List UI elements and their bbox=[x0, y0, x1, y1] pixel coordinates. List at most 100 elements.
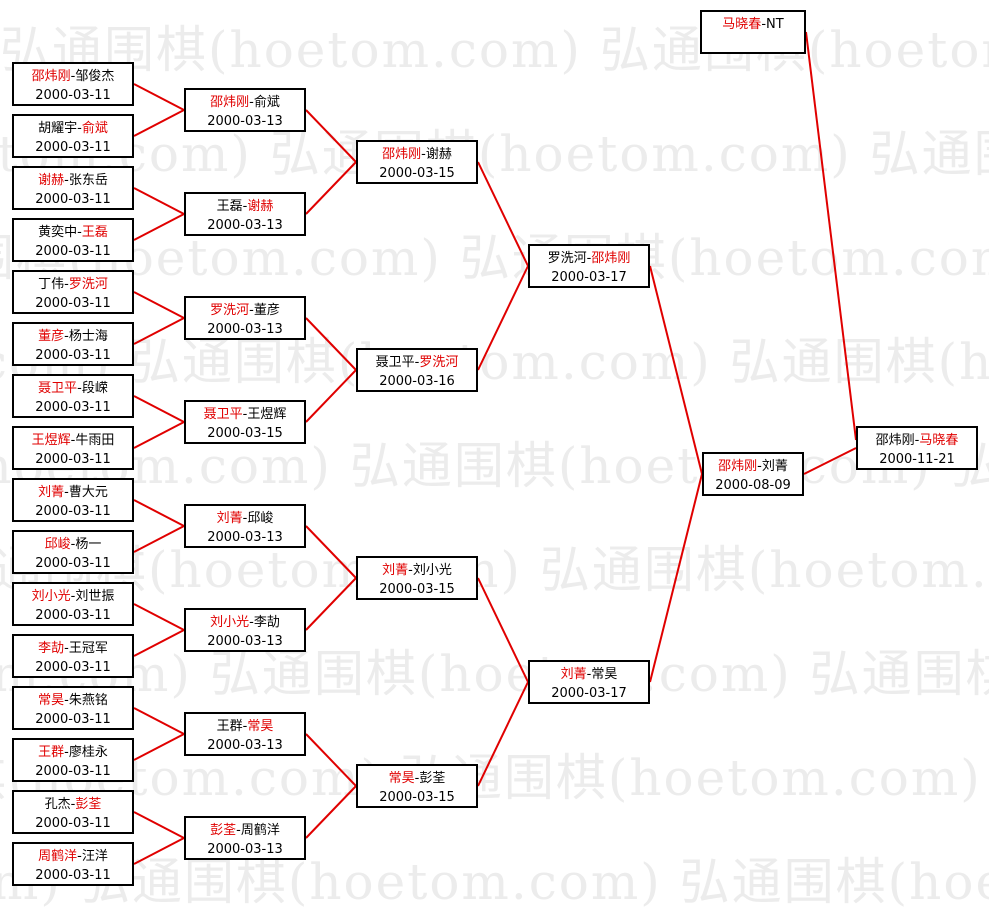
separator: - bbox=[586, 667, 592, 682]
player-name: 刘小光 bbox=[412, 563, 452, 578]
connector-line bbox=[133, 291, 185, 319]
match-players: 刘小光-刘世振 bbox=[14, 587, 132, 606]
connector-line bbox=[133, 733, 185, 761]
match-box[interactable]: 罗洗河-邵炜刚 2000-03-17 bbox=[528, 244, 650, 288]
connector-line bbox=[133, 707, 185, 735]
match-box[interactable]: 王煜辉-牛雨田 2000-03-11 bbox=[12, 426, 134, 470]
connector-line bbox=[133, 837, 185, 865]
match-box[interactable]: 周鹤洋-汪洋 2000-03-11 bbox=[12, 842, 134, 886]
player-name: 谢赫 bbox=[38, 173, 65, 188]
player-name: 聂卫平 bbox=[38, 381, 78, 396]
match-box[interactable]: 王磊-谢赫 2000-03-13 bbox=[184, 192, 306, 236]
match-players: 邵炜刚-谢赫 bbox=[358, 145, 476, 164]
match-date: 2000-03-11 bbox=[35, 608, 111, 623]
connector-line bbox=[133, 187, 185, 215]
match-box[interactable]: 聂卫平-罗洗河 2000-03-16 bbox=[356, 348, 478, 392]
match-box[interactable]: 董彦-杨士海 2000-03-11 bbox=[12, 322, 134, 366]
player-name: 王磊 bbox=[81, 225, 108, 240]
player-name: 邹俊杰 bbox=[75, 69, 115, 84]
separator: - bbox=[70, 433, 76, 448]
match-box[interactable]: 孔杰-彭荃 2000-03-11 bbox=[12, 790, 134, 834]
watermark-text: 弘通围棋(hoetom.com) 弘通围棋(hoetom.com) 弘通围棋(h… bbox=[0, 645, 989, 703]
match-box[interactable]: 邵炜刚-俞斌 2000-03-13 bbox=[184, 88, 306, 132]
connector-line bbox=[133, 317, 185, 345]
match-players: 邵炜刚-俞斌 bbox=[186, 93, 304, 112]
match-box[interactable]: 刘小光-李劼 2000-03-13 bbox=[184, 608, 306, 652]
player-name: 邵炜刚 bbox=[591, 251, 631, 266]
match-box[interactable]: 马晓春-NT bbox=[700, 10, 806, 54]
player-name: 周鹤洋 bbox=[38, 849, 78, 864]
match-date: 2000-03-11 bbox=[35, 296, 111, 311]
watermark-text: 弘通围棋(hoetom.com) 弘通围棋(hoetom.com) 弘通围棋(h… bbox=[0, 749, 989, 807]
match-box[interactable]: 邱峻-杨一 2000-03-11 bbox=[12, 530, 134, 574]
connector-line bbox=[803, 447, 857, 475]
match-box[interactable]: 刘小光-刘世振 2000-03-11 bbox=[12, 582, 134, 626]
match-players: 周鹤洋-汪洋 bbox=[14, 847, 132, 866]
separator: - bbox=[64, 173, 69, 188]
separator: - bbox=[249, 615, 254, 630]
match-players: 邵炜刚-刘菁 bbox=[704, 457, 802, 476]
match-players: 董彦-杨士海 bbox=[14, 327, 132, 346]
match-date: 2000-03-11 bbox=[35, 140, 111, 155]
match-date: 2000-03-13 bbox=[207, 842, 283, 857]
match-box[interactable]: 彭荃-周鹤洋 2000-03-13 bbox=[184, 816, 306, 860]
match-date: 2000-03-11 bbox=[35, 868, 111, 883]
match-box[interactable]: 聂卫平-段嵘 2000-03-11 bbox=[12, 374, 134, 418]
match-box[interactable]: 刘菁-刘小光 2000-03-15 bbox=[356, 556, 478, 600]
match-box[interactable]: 胡耀宇-俞斌 2000-03-11 bbox=[12, 114, 134, 158]
player-name: 罗洗河 bbox=[419, 355, 459, 370]
match-box[interactable]: 常昊-彭荃 2000-03-15 bbox=[356, 764, 478, 808]
player-name: 刘菁 bbox=[38, 485, 65, 500]
match-date: 2000-03-11 bbox=[35, 504, 111, 519]
separator: - bbox=[70, 797, 76, 812]
player-name: 刘世振 bbox=[75, 589, 115, 604]
match-box[interactable]: 邵炜刚-邹俊杰 2000-03-11 bbox=[12, 62, 134, 106]
watermark-text: 弘通围棋(hoetom.com) 弘通围棋(hoetom.com) 弘通围棋(h… bbox=[0, 21, 989, 79]
watermark-text: 弘通围棋(hoetom.com) 弘通围棋(hoetom.com) 弘通围棋(h… bbox=[0, 437, 989, 495]
match-box[interactable]: 罗洗河-董彦 2000-03-13 bbox=[184, 296, 306, 340]
player-name: 董彦 bbox=[38, 329, 65, 344]
match-date: 2000-03-13 bbox=[207, 114, 283, 129]
player-name: 聂卫平 bbox=[375, 355, 415, 370]
player-name: 张东岳 bbox=[68, 173, 108, 188]
match-box[interactable]: 邵炜刚-马晓春 2000-11-21 bbox=[856, 426, 978, 470]
separator: - bbox=[64, 485, 69, 500]
player-name: 邵炜刚 bbox=[382, 147, 422, 162]
player-name: 李劼 bbox=[38, 641, 65, 656]
match-box[interactable]: 王群-廖桂永 2000-03-11 bbox=[12, 738, 134, 782]
separator: - bbox=[761, 17, 767, 32]
match-date: 2000-03-11 bbox=[35, 712, 111, 727]
match-box[interactable]: 刘菁-常昊 2000-03-17 bbox=[528, 660, 650, 704]
match-box[interactable]: 聂卫平-王煜辉 2000-03-15 bbox=[184, 400, 306, 444]
player-name: 常昊 bbox=[388, 771, 415, 786]
match-players: 常昊-朱燕铭 bbox=[14, 691, 132, 710]
player-name: 俞斌 bbox=[253, 95, 280, 110]
match-box[interactable]: 邵炜刚-刘菁 2000-08-09 bbox=[702, 452, 804, 496]
match-box[interactable]: 常昊-朱燕铭 2000-03-11 bbox=[12, 686, 134, 730]
separator: - bbox=[64, 693, 69, 708]
match-players: 罗洗河-董彦 bbox=[186, 301, 304, 320]
player-name: 马晓春 bbox=[722, 17, 762, 32]
match-box[interactable]: 王群-常昊 2000-03-13 bbox=[184, 712, 306, 756]
player-name: 段嵘 bbox=[81, 381, 108, 396]
player-name: 黄奕中 bbox=[38, 225, 78, 240]
match-date: 2000-03-11 bbox=[35, 816, 111, 831]
match-box[interactable]: 黄奕中-王磊 2000-03-11 bbox=[12, 218, 134, 262]
match-date: 2000-03-11 bbox=[35, 348, 111, 363]
player-name: 马晓春 bbox=[919, 433, 959, 448]
player-name: 胡耀宇 bbox=[38, 121, 78, 136]
match-date: 2000-03-15 bbox=[379, 790, 455, 805]
connector-line bbox=[133, 629, 185, 657]
match-box[interactable]: 刘菁-曹大元 2000-03-11 bbox=[12, 478, 134, 522]
match-box[interactable]: 谢赫-张东岳 2000-03-11 bbox=[12, 166, 134, 210]
match-box[interactable]: 邵炜刚-谢赫 2000-03-15 bbox=[356, 140, 478, 184]
separator: - bbox=[408, 563, 413, 578]
match-box[interactable]: 丁伟-罗洗河 2000-03-11 bbox=[12, 270, 134, 314]
match-box[interactable]: 刘菁-邱峻 2000-03-13 bbox=[184, 504, 306, 548]
connector-line bbox=[305, 161, 357, 215]
match-date: 2000-03-11 bbox=[35, 244, 111, 259]
match-players: 李劼-王冠军 bbox=[14, 639, 132, 658]
connector-line bbox=[305, 785, 357, 839]
match-box[interactable]: 李劼-王冠军 2000-03-11 bbox=[12, 634, 134, 678]
player-name: 孔杰 bbox=[44, 797, 71, 812]
